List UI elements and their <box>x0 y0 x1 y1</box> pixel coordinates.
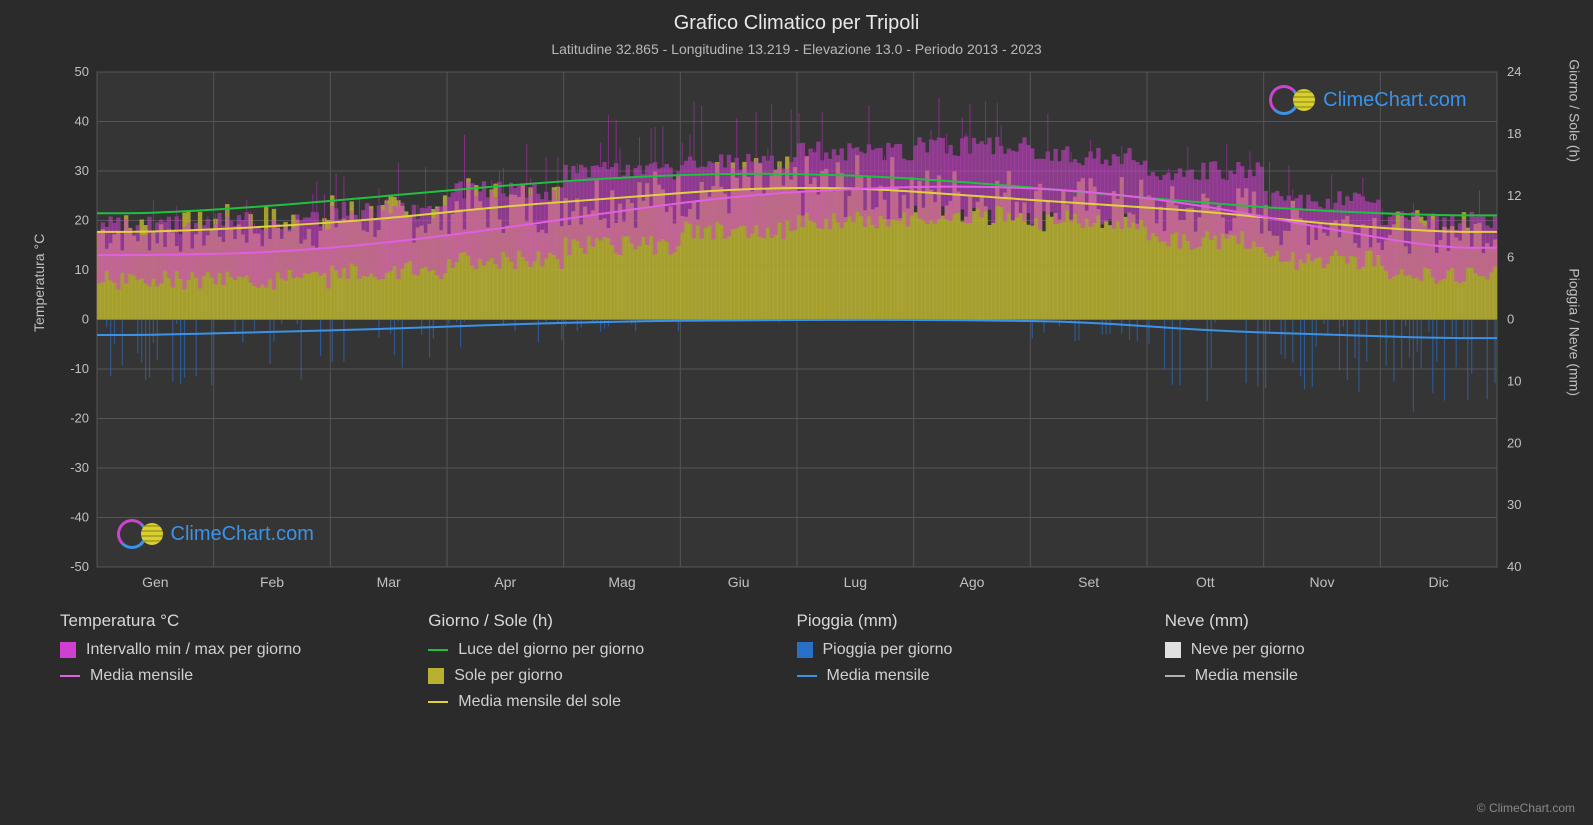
legend-item: Pioggia per giorno <box>797 641 1165 659</box>
svg-text:Lug: Lug <box>843 574 866 590</box>
legend-line-icon <box>1165 675 1185 677</box>
legend-heading: Neve (mm) <box>1165 611 1533 631</box>
svg-text:Ott: Ott <box>1195 574 1214 590</box>
legend-item-label: Media mensile del sole <box>458 693 621 711</box>
svg-text:Ago: Ago <box>959 574 984 590</box>
svg-text:-40: -40 <box>70 510 89 525</box>
svg-text:30: 30 <box>1507 497 1521 512</box>
chart-area: -50-40-30-20-100102030405006121824102030… <box>87 67 1507 597</box>
svg-text:6: 6 <box>1507 250 1514 265</box>
legend-swatch-icon <box>797 642 813 658</box>
legend-item: Media mensile <box>1165 667 1533 685</box>
legend-swatch-icon <box>60 642 76 658</box>
legend-heading: Pioggia (mm) <box>797 611 1165 631</box>
legend-item-label: Pioggia per giorno <box>823 641 953 659</box>
legend-item: Neve per giorno <box>1165 641 1533 659</box>
svg-text:-10: -10 <box>70 361 89 376</box>
legend-item: Intervallo min / max per giorno <box>60 641 428 659</box>
svg-text:Giu: Giu <box>727 574 749 590</box>
legend-column: Giorno / Sole (h) Luce del giorno per gio… <box>428 611 796 719</box>
svg-text:0: 0 <box>81 312 88 327</box>
legend-line-icon <box>428 701 448 703</box>
svg-text:20: 20 <box>1507 435 1521 450</box>
legend-item-label: Media mensile <box>827 667 930 685</box>
svg-text:40: 40 <box>74 114 88 129</box>
svg-text:Mar: Mar <box>376 574 400 590</box>
legend-line-icon <box>60 675 80 677</box>
climate-chart-svg: -50-40-30-20-100102030405006121824102030… <box>87 67 1507 597</box>
legend-item-label: Media mensile <box>90 667 193 685</box>
legend-item-label: Luce del giorno per giorno <box>458 641 644 659</box>
svg-text:Gen: Gen <box>142 574 168 590</box>
svg-text:18: 18 <box>1507 126 1521 141</box>
legend-swatch-icon <box>1165 642 1181 658</box>
legend-heading: Temperatura °C <box>60 611 428 631</box>
legend-line-icon <box>797 675 817 677</box>
legend-item: Luce del giorno per giorno <box>428 641 796 659</box>
legend-item-label: Media mensile <box>1195 667 1298 685</box>
y-right-bottom-axis-label: Pioggia / Neve (mm) <box>1567 268 1583 396</box>
chart-title: Grafico Climatico per Tripoli <box>0 0 1593 35</box>
svg-text:Nov: Nov <box>1309 574 1334 590</box>
legend-item: Media mensile del sole <box>428 693 796 711</box>
legend-column: Temperatura °C Intervallo min / max per g… <box>60 611 428 719</box>
svg-text:Dic: Dic <box>1428 574 1448 590</box>
svg-text:0: 0 <box>1507 312 1514 327</box>
legend-column: Pioggia (mm) Pioggia per giorno Media mens… <box>797 611 1165 719</box>
y-left-axis-label: Temperatura °C <box>31 234 47 332</box>
svg-text:40: 40 <box>1507 559 1521 574</box>
legend-item: Sole per giorno <box>428 667 796 685</box>
svg-text:24: 24 <box>1507 64 1521 79</box>
svg-text:Apr: Apr <box>494 574 516 590</box>
legend-item-label: Intervallo min / max per giorno <box>86 641 301 659</box>
svg-text:20: 20 <box>74 213 88 228</box>
chart-subtitle: Latitudine 32.865 - Longitudine 13.219 -… <box>0 41 1593 57</box>
legend-item: Media mensile <box>797 667 1165 685</box>
legend-column: Neve (mm) Neve per giorno Media mensile <box>1165 611 1533 719</box>
copyright-text: © ClimeChart.com <box>1477 801 1575 815</box>
legend-item-label: Neve per giorno <box>1191 641 1305 659</box>
svg-text:Feb: Feb <box>259 574 283 590</box>
legend-heading: Giorno / Sole (h) <box>428 611 796 631</box>
legend: Temperatura °C Intervallo min / max per g… <box>60 611 1533 719</box>
svg-text:10: 10 <box>74 262 88 277</box>
legend-line-icon <box>428 649 448 651</box>
svg-text:Set: Set <box>1078 574 1099 590</box>
legend-item-label: Sole per giorno <box>454 667 563 685</box>
legend-swatch-icon <box>428 668 444 684</box>
svg-text:-50: -50 <box>70 559 89 574</box>
svg-text:-20: -20 <box>70 411 89 426</box>
svg-text:12: 12 <box>1507 188 1521 203</box>
svg-text:30: 30 <box>74 163 88 178</box>
svg-text:10: 10 <box>1507 373 1521 388</box>
svg-text:50: 50 <box>74 64 88 79</box>
svg-text:Mag: Mag <box>608 574 635 590</box>
legend-item: Media mensile <box>60 667 428 685</box>
y-right-top-axis-label: Giorno / Sole (h) <box>1567 60 1583 163</box>
svg-text:-30: -30 <box>70 460 89 475</box>
